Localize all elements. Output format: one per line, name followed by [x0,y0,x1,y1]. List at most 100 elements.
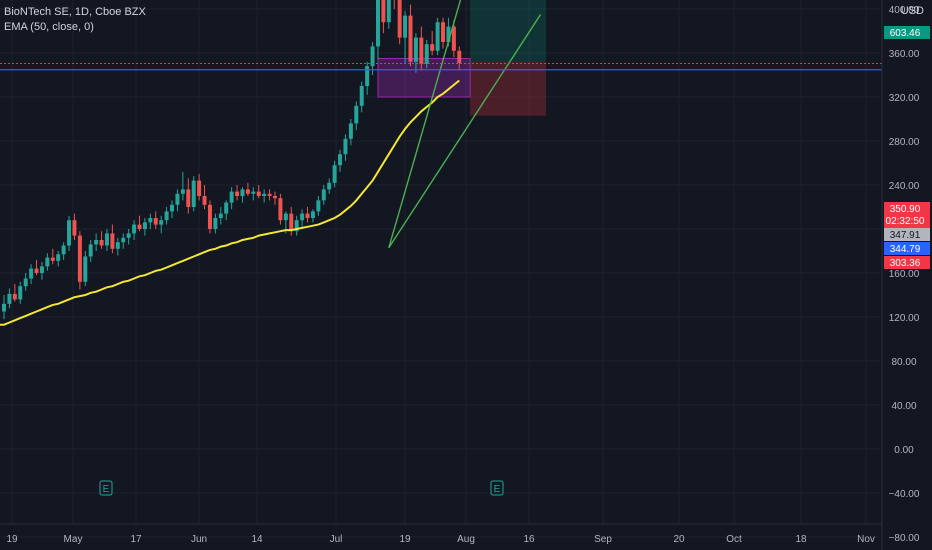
candle-body [94,240,99,245]
price-tick-label: 160.00 [889,269,920,280]
time-tick-label: 17 [130,534,142,545]
earnings-marker-box [99,480,113,496]
time-tick-label: 19 [399,534,411,545]
price-tick-label: 360.00 [889,49,920,60]
candle-body [67,220,72,246]
candle-body [343,138,348,155]
time-tick-label: Aug [457,534,475,545]
candle-body [83,256,88,282]
symbol-title[interactable]: BioNTech SE, 1D, Cboe BZX [4,6,146,18]
price-label-bg [884,228,930,241]
candle-body [191,180,196,207]
price-tick-label: 0.00 [894,445,914,456]
price-label: 350.90 [890,204,921,215]
price-tick-label: −40.00 [889,489,920,500]
candle-body [419,37,424,64]
price-tick-label: 120.00 [889,313,920,324]
candle-body [99,240,104,246]
candle-body [164,211,169,221]
candle-body [88,244,93,257]
price-tick-label: 320.00 [889,93,920,104]
candle-body [170,204,175,212]
price-label-bg [884,26,930,39]
candle-body [34,268,39,273]
time-tick-label: May [64,534,83,545]
candle-body [148,218,153,223]
earnings-marker-label: E [494,484,501,495]
candle-body [202,196,207,205]
price-tick-label: 280.00 [889,137,920,148]
candle-body [104,233,109,246]
candle-body [77,235,82,282]
candle-body [316,200,321,212]
candle-body [267,193,272,196]
candle-body [441,22,446,42]
candle-body [142,222,147,229]
candle-body [153,218,158,225]
candle-body [251,191,256,194]
candle-body [370,46,375,67]
candle-body [403,15,408,38]
ema-line [0,79,460,326]
candle-body [386,0,391,23]
trendlines[interactable] [388,0,542,249]
price-label: 603.46 [890,28,921,39]
candle-body [2,303,6,312]
candle-body [175,193,180,205]
currency-label[interactable]: USD [900,5,924,17]
candle-body [186,189,191,207]
candle-body [23,278,28,287]
candle-body [424,44,429,64]
candle-body [262,193,267,196]
candle-body [348,123,353,139]
candle-body [413,37,418,62]
candle-body [213,218,218,229]
candle-body [110,233,115,249]
time-tick-label: Nov [857,534,875,545]
candle-body [338,154,343,166]
candle-body [7,293,12,304]
time-tick-label: 14 [251,534,263,545]
candle-body [61,245,66,255]
candle-body [72,220,77,236]
long-position-tool[interactable] [470,0,546,116]
candle-body [115,242,120,249]
earnings-marker-label: E [103,484,110,495]
time-tick-label: 16 [523,534,535,545]
price-label-bg [884,202,930,228]
price-lines [0,63,882,71]
indicator-legend[interactable]: EMA (50, close, 0) [4,21,94,33]
candle-body [132,224,137,234]
candle-body [283,213,288,221]
grid-lines [0,0,882,538]
candle-body [321,189,326,201]
candle-body [229,191,234,203]
candle-body [235,191,240,196]
candle-body [354,105,359,124]
candle-body [332,165,337,183]
time-axis[interactable]: 19 May 17 Jun 14 Jul 19 Aug 16 Sep 20 Oct 18 Nov E E [0,480,882,545]
candle-body [126,233,131,238]
candle-body [305,213,310,218]
price-axis-bg [882,0,932,550]
price-tick-label: 40.00 [891,401,916,412]
candle-body [245,189,250,194]
candle-body [435,22,440,51]
price-label: 347.91 [890,230,921,241]
candle-body [327,182,332,190]
time-tick-label: 20 [673,534,685,545]
candle-body [375,0,380,47]
candle-body [218,213,223,218]
candle-body [359,86,364,106]
candle-body [12,293,17,300]
candle-body [137,224,142,229]
price-axis[interactable]: −80.00−40.000.0040.0080.00120.00160.0020… [881,0,932,550]
trendline [388,0,462,248]
time-tick-label: Sep [594,534,612,545]
candle-body [451,26,456,51]
price-label: 344.79 [890,244,921,255]
candle-body [45,257,50,267]
candle-body [256,191,261,196]
candle-body [289,213,294,232]
